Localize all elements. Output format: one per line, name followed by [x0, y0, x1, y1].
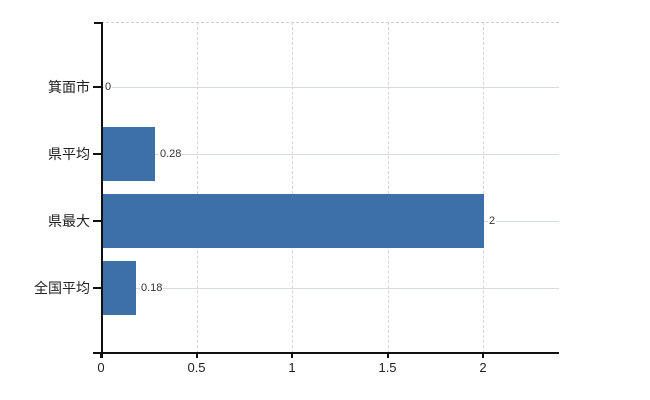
- x-axis-tick: [482, 354, 484, 358]
- y-axis-tick: [93, 86, 101, 88]
- category-label: 県平均: [48, 146, 90, 162]
- x-tick-label: 1.5: [378, 360, 397, 375]
- plot-top-border: [101, 22, 559, 23]
- gridline-vertical: [196, 22, 198, 353]
- gridline-vertical: [292, 22, 293, 353]
- y-axis-tick: [93, 220, 101, 222]
- x-tick-label: 2: [479, 360, 487, 375]
- bar: [102, 127, 155, 181]
- category-label: 箕面市: [48, 79, 90, 95]
- category-label: 県最大: [48, 213, 90, 229]
- x-axis-tick: [195, 354, 198, 358]
- x-axis-line: [93, 352, 559, 354]
- x-tick-label: 0.5: [187, 360, 206, 375]
- bar-value-label: 0: [104, 81, 113, 93]
- gridline-horizontal: [101, 154, 559, 155]
- gridline-vertical: [483, 22, 484, 353]
- y-axis-top-tick: [94, 22, 101, 24]
- x-axis-tick: [386, 354, 389, 358]
- gridline-horizontal: [101, 87, 559, 88]
- x-axis-tick: [291, 354, 293, 358]
- category-label: 全国平均: [34, 280, 90, 296]
- bar-value-label: 0.18: [140, 282, 164, 294]
- gridline-vertical: [387, 22, 389, 353]
- x-axis-tick: [100, 354, 102, 358]
- y-axis-tick: [93, 153, 101, 155]
- y-axis-tick: [93, 287, 101, 289]
- bar-value-label: 0.28: [159, 148, 183, 160]
- bar: [102, 194, 484, 248]
- x-tick-label: 0: [97, 360, 105, 375]
- y-axis-line: [101, 22, 103, 358]
- bar-value-label: 2: [488, 215, 497, 227]
- bar: [102, 261, 136, 315]
- gridline-horizontal: [101, 288, 559, 289]
- x-tick-label: 1: [288, 360, 296, 375]
